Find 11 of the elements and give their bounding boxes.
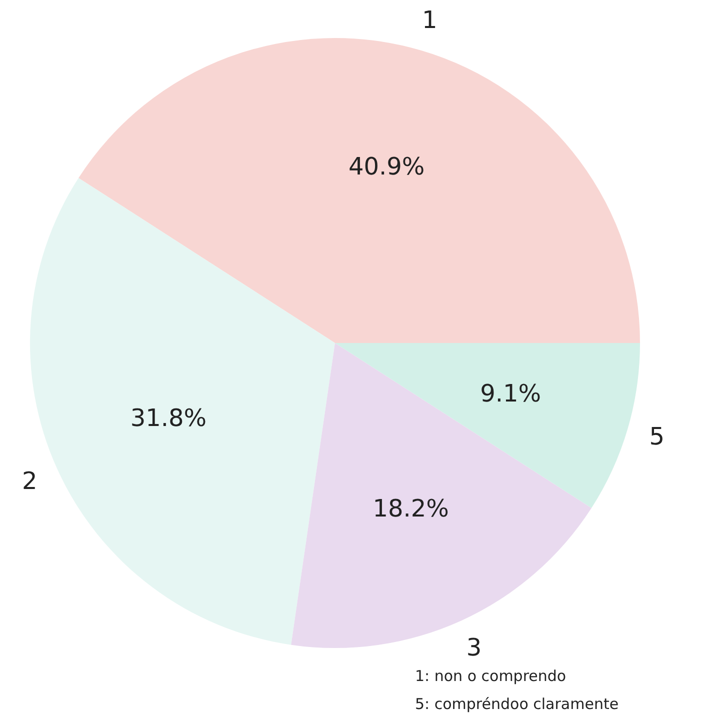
- slice-label: 2: [22, 467, 38, 496]
- slice-label: 3: [466, 633, 482, 662]
- data-label: 31.8%: [130, 404, 207, 432]
- data-label: 40.9%: [348, 152, 425, 180]
- text: 1: non o comprendo: [415, 667, 566, 685]
- slice-label: 1: [422, 6, 438, 34]
- data-label: 18.2%: [372, 494, 449, 523]
- text: 5: compréndoo claramente: [415, 695, 619, 713]
- data-label: 9.1%: [480, 380, 542, 408]
- slice-label: 5: [649, 422, 665, 451]
- pie-slice: [78, 38, 640, 343]
